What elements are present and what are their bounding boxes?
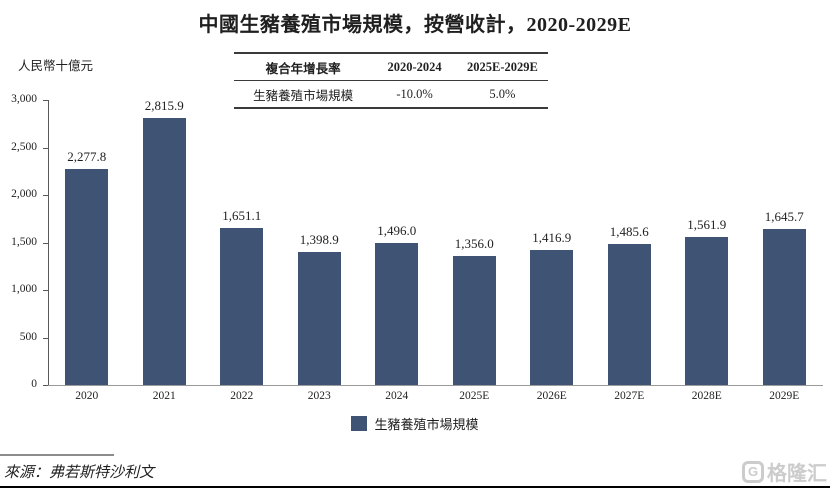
x-tick-label-2022: 2022 <box>230 390 254 402</box>
y-tick-label: 1,500 <box>11 235 37 248</box>
bar-2029E <box>762 228 806 385</box>
plot-area: 2,277.8 2020 2,815.9 2021 1,651.1 2022 1,398.9… <box>48 97 823 402</box>
x-tick-label-2029E: 2029E <box>769 390 800 402</box>
y-tick-label: 500 <box>19 330 37 343</box>
gelonghui-watermark: G 格隆汇 <box>742 457 827 486</box>
y-axis-unit-label: 人民幣十億元 <box>18 59 94 73</box>
bar-2028E <box>685 236 729 385</box>
cagr-table: 複合年增長率 2020-2024 2025E-2029E 生豬養殖市場規模 -10.0… <box>234 52 548 109</box>
x-tick-label-2026E: 2026E <box>536 390 567 402</box>
y-tick-label: 2,500 <box>11 140 37 153</box>
cagr-value-2020-2024: -10.0% <box>396 87 433 101</box>
y-tick-label: 2,000 <box>11 188 37 200</box>
cagr-row-label: 生豬養殖市場規模 <box>253 89 354 103</box>
bar-2023 <box>297 252 341 385</box>
x-tick-label-2027E: 2027E <box>614 390 645 402</box>
y-tick-mark <box>43 195 48 196</box>
cagr-table-header-row: 複合年增長率 2020-2024 2025E-2029E <box>234 54 548 81</box>
y-tick-label: 0 <box>31 378 37 390</box>
cagr-header-2025e-2029e: 2025E-2029E <box>467 60 538 74</box>
y-tick-mark <box>43 147 48 149</box>
bar-value-label-2024: 1,496.0 <box>377 222 417 238</box>
y-tick-mark <box>43 385 48 386</box>
legend-swatch <box>351 416 368 431</box>
bar-value-label-2022: 1,651.1 <box>222 208 262 224</box>
y-tick-mark <box>43 290 48 291</box>
cagr-table-data-row: 生豬養殖市場規模 -10.0% 5.0% <box>234 81 548 107</box>
y-tick-label: 3,000 <box>11 93 37 105</box>
x-tick-label-2024: 2024 <box>385 390 409 402</box>
bar-2021 <box>142 117 186 385</box>
source-note: 來源：弗若斯特沙利文 <box>4 465 155 481</box>
bar-2020 <box>65 168 109 385</box>
bar-value-label-2020: 2,277.8 <box>67 148 107 164</box>
x-axis-line <box>48 385 823 386</box>
y-tick-label: 1,000 <box>11 283 37 295</box>
bar-value-label-2021: 2,815.9 <box>144 97 184 113</box>
gelonghui-watermark-text: 格隆汇 <box>767 463 827 485</box>
bar-value-label-2027E: 1,485.6 <box>609 223 649 239</box>
bar-value-label-2025E: 1,356.0 <box>454 236 494 252</box>
x-tick-label-2020: 2020 <box>75 390 99 402</box>
x-tick-label-2028E: 2028E <box>691 390 722 402</box>
cagr-value-2025e-2029e: 5.0% <box>489 87 516 101</box>
bar-2026E <box>530 250 574 385</box>
cagr-header-metric: 複合年增長率 <box>265 62 341 76</box>
source-divider-line <box>0 454 114 456</box>
bar-value-label-2023: 1,398.9 <box>299 232 339 248</box>
bar-2027E <box>607 243 651 385</box>
bar-value-label-2026E: 1,416.9 <box>532 230 572 246</box>
cagr-header-2020-2024: 2020-2024 <box>387 60 442 74</box>
chart-title: 中國生豬養殖市場規模，按營收計，2020-2029E <box>198 14 632 36</box>
x-tick-label-2023: 2023 <box>307 390 331 402</box>
bar-2025E <box>452 256 496 385</box>
x-tick-label-2025E: 2025E <box>459 390 490 402</box>
bar-value-label-2029E: 1,645.7 <box>764 208 804 224</box>
bar-2024 <box>375 242 419 385</box>
y-tick-mark <box>43 242 48 244</box>
y-tick-mark <box>43 100 48 101</box>
gelonghui-logo-icon: G <box>742 460 764 483</box>
legend: 生豬養殖市場規模 <box>0 414 830 433</box>
y-tick-mark <box>43 337 48 339</box>
legend-label: 生豬養殖市場規模 <box>374 417 479 432</box>
bar-2022 <box>220 228 264 385</box>
y-axis-line <box>48 100 49 386</box>
bottom-border-line <box>0 486 830 488</box>
x-tick-label-2021: 2021 <box>152 390 176 402</box>
bar-value-label-2028E: 1,561.9 <box>687 216 727 232</box>
